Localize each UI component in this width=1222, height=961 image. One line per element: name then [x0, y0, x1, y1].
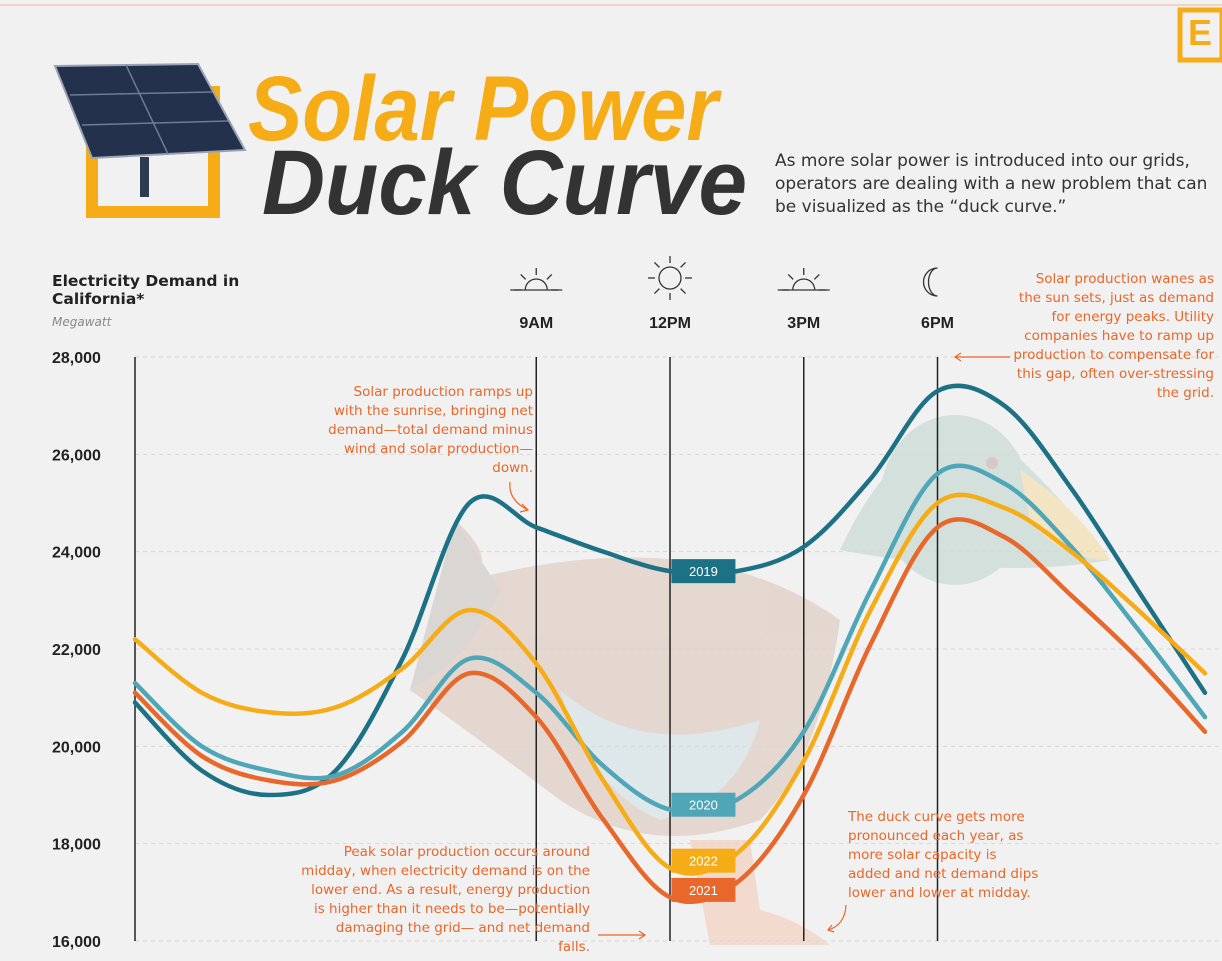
x-tick-label: 9AM	[519, 315, 553, 332]
annotation: Peak solar production occurs around midd…	[300, 843, 590, 957]
y-axis-unit: Megawatt	[52, 315, 111, 329]
x-tick-label: 3PM	[787, 315, 820, 332]
legend-label: 2020	[689, 798, 718, 813]
y-tick-label: 24,000	[52, 545, 101, 562]
subtitle: As more solar power is introduced into o…	[775, 150, 1215, 219]
y-tick-label: 26,000	[52, 447, 101, 464]
solar-panel	[55, 64, 245, 158]
x-tick-label: 12PM	[649, 315, 691, 332]
y-tick-label: 20,000	[52, 739, 101, 756]
sun-ray	[654, 262, 659, 267]
annotation: The duck curve gets more pronounced each…	[848, 808, 1043, 903]
sun-icon	[510, 279, 562, 290]
y-tick-label: 28,000	[52, 350, 101, 367]
logo: E	[1188, 12, 1212, 53]
sun-icon	[659, 267, 681, 289]
legend-label: 2019	[689, 564, 718, 579]
sun-ray	[681, 289, 686, 294]
time-icons	[510, 256, 937, 300]
y-axis-title: Electricity Demand in California*	[52, 272, 242, 308]
page: E Solar Power Duck Curve 16,00018,00020,…	[0, 0, 1222, 961]
y-tick-label: 16,000	[52, 934, 101, 951]
sun-ray	[788, 274, 793, 279]
annotation: Solar production wanes as the sun sets, …	[1012, 270, 1214, 403]
sun-ray	[654, 289, 659, 294]
moon-icon	[924, 268, 938, 296]
legend-label: 2021	[689, 883, 718, 898]
y-tick-label: 18,000	[52, 837, 101, 854]
sun-ray	[547, 274, 552, 279]
sun-icon	[778, 279, 830, 290]
sun-ray	[521, 274, 526, 279]
panel-post	[140, 157, 149, 197]
sun-ray	[814, 274, 819, 279]
annotation: Solar production ramps up with the sunri…	[325, 383, 533, 478]
sun-ray	[681, 262, 686, 267]
y-tick-label: 22,000	[52, 642, 101, 659]
x-tick-label: 6PM	[921, 315, 954, 332]
legend-label: 2022	[689, 854, 718, 869]
title-line2: Duck Curve	[262, 132, 747, 234]
